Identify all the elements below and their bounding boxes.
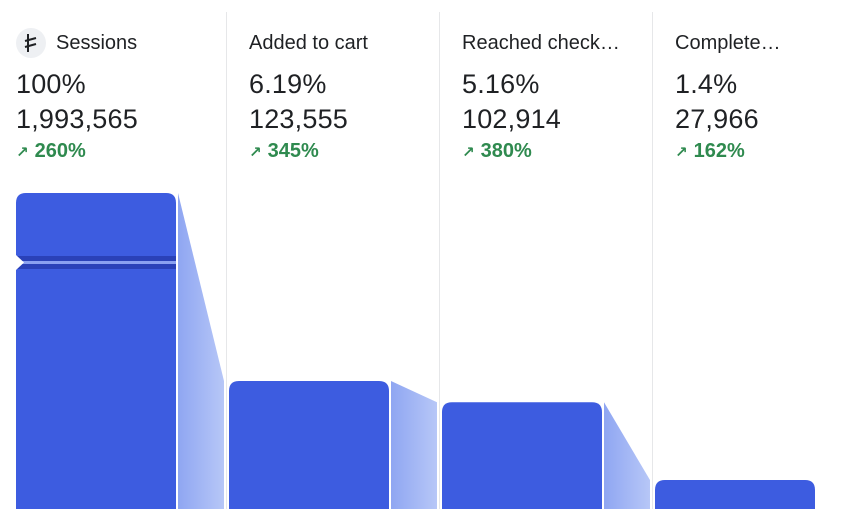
funnel-connector <box>604 402 650 509</box>
stage-change: 380% <box>480 140 532 162</box>
bar-completed[interactable] <box>655 480 815 509</box>
stage-percentage: 5.16% <box>462 69 540 99</box>
axis-break-notch <box>16 255 24 270</box>
bar-reached-checkout[interactable] <box>442 402 602 509</box>
stage-header-completed: Complete… 1.4% 27,966 ↗ 162% <box>675 28 842 163</box>
stage-label: Complete… <box>675 31 781 54</box>
funnel-connector <box>391 381 437 509</box>
dollar-strike-icon <box>16 28 46 58</box>
axis-break-line <box>16 261 176 264</box>
stage-count: 123,555 <box>249 104 348 134</box>
stage-change: 162% <box>693 140 745 162</box>
bar-added-to-cart[interactable] <box>229 381 389 509</box>
stage-count: 27,966 <box>675 104 759 134</box>
arrow-up-right-icon: ↗ <box>462 143 475 161</box>
stage-label: Added to cart <box>249 31 368 54</box>
stage-header-added-to-cart: Added to cart 6.19% 123,555 ↗ 345% <box>249 28 454 163</box>
stage-change: 345% <box>267 140 319 162</box>
stage-change: 260% <box>34 140 86 162</box>
stage-label: Sessions <box>56 31 138 54</box>
stage-percentage: 1.4% <box>675 69 738 99</box>
stage-divider <box>226 12 227 509</box>
arrow-up-right-icon: ↗ <box>249 143 262 161</box>
stage-header-reached-checkout: Reached check… 5.16% 102,914 ↗ 380% <box>462 28 667 163</box>
funnel-connector <box>178 193 224 509</box>
arrow-up-right-icon: ↗ <box>675 143 688 161</box>
stage-header-sessions: Sessions 100% 1,993,565 ↗ 260% <box>16 28 221 163</box>
stage-count: 1,993,565 <box>16 104 138 134</box>
arrow-up-right-icon: ↗ <box>16 143 29 161</box>
stage-divider <box>439 12 440 509</box>
stage-percentage: 100% <box>16 69 86 99</box>
stage-divider <box>652 12 653 509</box>
stage-percentage: 6.19% <box>249 69 327 99</box>
stage-label: Reached check… <box>462 31 620 54</box>
bar-sessions[interactable] <box>16 193 176 509</box>
stage-count: 102,914 <box>462 104 561 134</box>
